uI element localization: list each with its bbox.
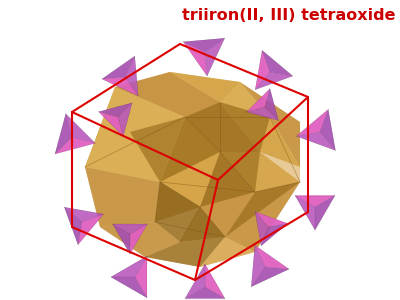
Polygon shape	[85, 167, 160, 227]
Polygon shape	[55, 114, 95, 154]
Polygon shape	[85, 72, 300, 267]
Polygon shape	[220, 152, 300, 192]
Polygon shape	[130, 117, 185, 182]
Polygon shape	[99, 103, 132, 136]
Polygon shape	[220, 82, 270, 117]
Polygon shape	[240, 82, 300, 167]
Polygon shape	[113, 224, 147, 254]
Polygon shape	[220, 102, 270, 152]
Polygon shape	[225, 182, 300, 252]
Polygon shape	[99, 112, 123, 136]
Text: triiron(II, III) tetraoxide: triiron(II, III) tetraoxide	[182, 8, 395, 23]
Polygon shape	[115, 87, 185, 182]
Polygon shape	[255, 245, 289, 269]
Polygon shape	[183, 42, 207, 76]
Polygon shape	[111, 277, 147, 298]
Polygon shape	[170, 72, 270, 117]
Polygon shape	[185, 287, 225, 298]
Polygon shape	[78, 214, 104, 245]
Polygon shape	[296, 110, 336, 150]
Polygon shape	[255, 212, 288, 246]
Polygon shape	[102, 56, 138, 96]
Polygon shape	[185, 264, 225, 298]
Polygon shape	[295, 196, 315, 230]
Polygon shape	[113, 224, 147, 234]
Polygon shape	[160, 117, 220, 182]
Polygon shape	[66, 114, 95, 143]
Polygon shape	[255, 50, 293, 90]
Polygon shape	[85, 87, 160, 182]
Polygon shape	[296, 110, 328, 136]
Polygon shape	[135, 256, 147, 298]
Polygon shape	[255, 212, 268, 246]
Polygon shape	[320, 110, 336, 150]
Polygon shape	[251, 245, 289, 287]
Polygon shape	[155, 182, 200, 222]
Polygon shape	[205, 38, 225, 76]
Polygon shape	[247, 88, 270, 112]
Polygon shape	[200, 152, 255, 237]
Polygon shape	[55, 137, 95, 154]
Polygon shape	[125, 56, 138, 96]
Polygon shape	[85, 87, 185, 182]
Polygon shape	[200, 152, 255, 207]
Polygon shape	[296, 132, 336, 150]
Polygon shape	[220, 152, 260, 192]
Polygon shape	[185, 264, 205, 298]
Polygon shape	[111, 256, 147, 298]
Polygon shape	[247, 88, 278, 120]
Polygon shape	[183, 38, 225, 76]
Polygon shape	[111, 256, 147, 277]
Polygon shape	[225, 182, 300, 237]
Polygon shape	[200, 237, 255, 267]
Polygon shape	[64, 207, 104, 245]
Polygon shape	[118, 103, 132, 136]
Polygon shape	[295, 196, 335, 230]
Polygon shape	[220, 102, 260, 152]
Polygon shape	[265, 88, 278, 120]
Polygon shape	[180, 207, 225, 242]
Polygon shape	[180, 207, 225, 242]
Polygon shape	[115, 72, 220, 117]
Polygon shape	[64, 207, 104, 222]
Polygon shape	[185, 102, 260, 152]
Polygon shape	[102, 56, 135, 79]
Polygon shape	[160, 117, 220, 207]
Polygon shape	[251, 267, 289, 287]
Polygon shape	[145, 237, 225, 267]
Polygon shape	[262, 50, 293, 76]
Polygon shape	[183, 38, 225, 52]
Polygon shape	[205, 264, 225, 298]
Polygon shape	[220, 102, 300, 167]
Polygon shape	[113, 224, 130, 254]
Polygon shape	[100, 222, 180, 257]
Polygon shape	[64, 207, 82, 245]
Polygon shape	[99, 103, 132, 117]
Polygon shape	[255, 212, 288, 227]
Polygon shape	[247, 107, 278, 120]
Polygon shape	[295, 196, 335, 207]
Polygon shape	[130, 224, 147, 254]
Polygon shape	[185, 102, 220, 152]
Polygon shape	[155, 182, 200, 242]
Polygon shape	[261, 224, 288, 246]
Polygon shape	[102, 77, 138, 96]
Polygon shape	[251, 245, 265, 287]
Polygon shape	[55, 114, 72, 154]
Polygon shape	[255, 50, 270, 90]
Polygon shape	[255, 72, 293, 90]
Polygon shape	[315, 196, 335, 230]
